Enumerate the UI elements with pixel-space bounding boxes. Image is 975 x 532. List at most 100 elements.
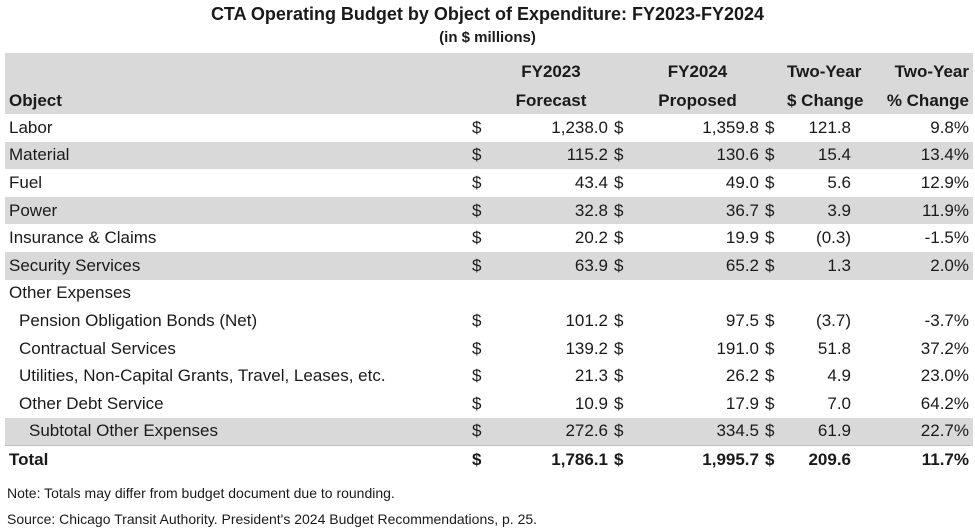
table-row: Utilities, Non-Capital Grants, Travel, L… — [5, 362, 973, 390]
pct-change-value: 12.9% — [920, 172, 969, 192]
row-label: Material — [9, 145, 70, 165]
currency-symbol: $ — [765, 393, 775, 413]
currency-symbol: $ — [614, 366, 624, 386]
total-dollar-change: 209.6 — [783, 445, 855, 474]
fy2023-value: 21.3 — [574, 366, 608, 386]
header-row-bottom: Object Forecast Proposed $ Change % Chan… — [5, 82, 973, 114]
row-label: Security Services — [9, 255, 141, 275]
currency-symbol: $ — [614, 117, 624, 137]
source-text: Source: Chicago Transit Authority. Presi… — [7, 511, 538, 527]
empty-cell — [612, 280, 632, 308]
table-subtitle: (in $ millions) — [439, 29, 536, 46]
header-top-blank — [470, 53, 490, 82]
currency-symbol: $ — [612, 445, 632, 474]
total-fy2023: 1,786.1 — [490, 445, 612, 474]
pct-change-value: 9.8% — [930, 117, 969, 137]
row-label: Pension Obligation Bonds (Net) — [19, 310, 258, 330]
header-two-year-dollar: Two-Year — [787, 62, 862, 81]
dollar-change-value: 51.8 — [817, 338, 851, 358]
currency-symbol: $ — [765, 117, 775, 137]
table-row: Fuel $43.4 $49.0 $5.6 12.9% — [5, 169, 973, 197]
fy2023-value: 20.2 — [574, 228, 608, 248]
table-row: Other Debt Service $10.9 $17.9 $7.0 64.2% — [5, 390, 973, 418]
row-label: Subtotal Other Expenses — [29, 421, 219, 441]
table-title: CTA Operating Budget by Object of Expend… — [210, 4, 765, 24]
currency-symbol: $ — [472, 172, 482, 192]
row-label: Power — [9, 200, 58, 220]
budget-table: FY2023 FY2024 Two-Year Two-Year Object F… — [5, 53, 973, 474]
currency-symbol: $ — [765, 145, 775, 165]
header-fy2023: FY2023 — [521, 62, 581, 81]
currency-symbol: $ — [765, 366, 775, 386]
currency-symbol: $ — [763, 445, 783, 474]
row-label: Labor — [9, 117, 53, 137]
table-row: Insurance & Claims $20.2 $19.9 $ (0.3) -1.5% — [5, 224, 973, 252]
fy2023-value: 43.4 — [574, 172, 608, 192]
fy2023-value: 1,238.0 — [551, 117, 608, 137]
fy2024-value: 19.9 — [725, 228, 759, 248]
pct-change-value: -3.7% — [924, 310, 969, 330]
dollar-change-value: 121.8 — [808, 117, 851, 137]
footnotes: Note: Totals may differ from budget docu… — [7, 480, 537, 532]
empty-cell — [632, 280, 763, 308]
fy2024-value: 49.0 — [725, 172, 759, 192]
row-label: Other Expenses — [9, 283, 131, 303]
empty-cell — [763, 280, 783, 308]
currency-symbol: $ — [765, 228, 775, 248]
total-fy2024: 1,995.7 — [632, 445, 763, 474]
pct-change-value: 22.7% — [920, 421, 969, 441]
currency-symbol: $ — [765, 172, 775, 192]
dollar-change-value: 5.6 — [827, 172, 851, 192]
currency-symbol: $ — [472, 117, 482, 137]
header-top-object — [5, 53, 470, 82]
currency-symbol: $ — [614, 338, 624, 358]
fy2023-value: 115.2 — [566, 145, 608, 165]
empty-cell — [783, 280, 855, 308]
currency-symbol: $ — [470, 445, 490, 474]
empty-cell — [470, 280, 490, 308]
header-bottom-blank — [612, 82, 632, 114]
currency-symbol: $ — [472, 228, 482, 248]
table-row: Other Expenses — [5, 280, 973, 308]
total-pct-change: 11.7% — [855, 445, 973, 474]
table-row: Subtotal Other Expenses $272.6 $334.5 $61.9… — [5, 417, 973, 446]
currency-symbol: $ — [614, 393, 624, 413]
fy2023-value: 63.9 — [574, 255, 608, 275]
fy2024-value: 97.5 — [725, 310, 759, 330]
currency-symbol: $ — [614, 172, 624, 192]
currency-symbol: $ — [614, 228, 624, 248]
currency-symbol: $ — [614, 310, 624, 330]
row-label: Fuel — [9, 172, 43, 192]
fy2023-value: 101.2 — [565, 310, 608, 330]
header-fy2024: FY2024 — [667, 62, 728, 81]
row-label: Contractual Services — [19, 338, 176, 358]
header-row-top: FY2023 FY2024 Two-Year Two-Year — [5, 53, 973, 82]
header-dollar-change: $ Change — [787, 91, 864, 110]
fy2023-value: 272.6 — [565, 421, 608, 441]
fy2024-value: 191.0 — [716, 338, 759, 358]
table-row: Power $32.8 $36.7 $3.9 11.9% — [5, 196, 973, 225]
total-row: Total $1,786.1 $1,995.7 $209.6 11.7% — [5, 445, 973, 474]
header-top-blank — [612, 53, 632, 82]
currency-symbol: $ — [614, 255, 624, 275]
fy2024-value: 1,359.8 — [702, 117, 759, 137]
dollar-change-value: 3.9 — [827, 200, 851, 220]
fy2024-value: 65.2 — [725, 255, 759, 275]
currency-symbol: $ — [765, 200, 775, 220]
empty-cell — [855, 280, 973, 308]
header-bottom-blank — [763, 82, 783, 114]
dollar-change-value: (3.7) — [816, 310, 851, 330]
pct-change-value: -1.5% — [924, 228, 969, 248]
currency-symbol: $ — [472, 200, 482, 220]
pct-change-value: 2.0% — [930, 255, 969, 275]
fy2023-value: 139.2 — [565, 338, 608, 358]
table-row: Material $115.2 $130.6 $15.4 13.4% — [5, 141, 973, 170]
table-row: Labor $1,238.0 $1,359.8 $121.8 9.8% — [5, 114, 973, 142]
currency-symbol: $ — [765, 421, 775, 441]
header-top-blank — [763, 53, 783, 82]
note-text: Note: Totals may differ from budget docu… — [7, 485, 395, 501]
header-forecast: Forecast — [515, 91, 587, 110]
empty-cell — [490, 280, 612, 308]
row-label: Insurance & Claims — [9, 228, 157, 248]
currency-symbol: $ — [765, 338, 775, 358]
